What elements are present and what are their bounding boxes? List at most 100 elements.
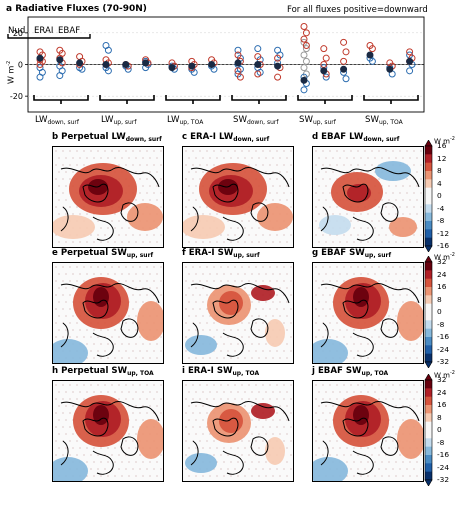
scatter-point-blue [234,46,242,54]
y-tick-label: 0 [18,61,23,70]
category-label: LWup, TOA [167,115,204,126]
scatter-point-blue [104,67,112,75]
scatter-point-mean [56,56,64,64]
map-title-g: g EBAF SWup, surf [312,248,392,259]
map-title-i: i ERA-I SWup, TOA [182,366,260,377]
scatter-point-mean [142,59,150,67]
category-label: SWup, surf [299,115,336,126]
colorbar-tick-label: 12 [437,153,447,163]
scatter-point-gray [300,64,308,72]
legend-label: ERAI [34,26,53,36]
scatter-point-mean [76,59,84,67]
scatter-point-red [254,53,262,61]
map-panel-b [52,146,164,248]
scatter-point-blue [406,67,414,75]
group-bracket [99,95,155,104]
colorbar-tick-label: 32 [437,375,447,384]
map-panel-f [182,262,294,364]
colorbar-tick-label: 4 [437,178,442,188]
category-label: LWup, surf [101,115,137,126]
scatter-point-red [340,38,348,46]
scatter-point-mean [254,61,262,68]
scatter-point-red [234,51,242,59]
panel-a-title: a Radiative Fluxes (70-90N) [6,4,147,14]
colorbar-tick-label: -24 [437,344,450,354]
scatter-point-red [322,54,330,62]
scatter-point-red [234,67,242,75]
colorbar-tick-label: -12 [437,228,450,238]
scatter-point-mean [36,54,44,62]
scatter-point-blue [104,46,112,54]
scatter-point-red [342,48,350,56]
scatter-point-mean [300,76,308,84]
map-title-c: c ERA-I LWdown, surf [182,132,270,143]
colorbar-tick-label: 24 [437,387,447,397]
map-panel-c [182,146,294,248]
scatter-point-red [320,45,328,53]
category-label: LWdown, surf [35,115,80,126]
map-title-j: j EBAF SWup, TOA [312,366,389,377]
group-bracket [363,95,419,104]
map-panel-d [312,146,424,248]
scatter-point-blue [254,45,262,53]
scatter-point-gray [300,51,308,59]
colorbar-tick-label: 16 [437,400,447,409]
scatter-point-red [302,42,310,49]
colorbar-tick-label: 24 [437,269,447,279]
scatter-point-mean [102,61,110,68]
scatter-point-red [274,54,282,62]
map-title-d: d EBAF LWdown, surf [312,132,400,143]
scatter-point-red [274,73,282,81]
colorbar-tick-label: -16 [437,450,450,459]
colorbar-tick-label: -16 [437,241,450,250]
scatter-point-blue [342,75,350,83]
scatter-point-blue [300,86,308,94]
scatter-point-gray [302,45,310,53]
scatter-point-red [300,23,308,30]
panel-a-note: For all fluxes positive=downward [287,5,428,15]
scatter-point-red [254,70,262,78]
legend-label: EBAF [58,26,80,36]
colorbar-tick-label: 8 [437,294,442,304]
group-bracket [297,95,353,104]
map-panel-g [312,262,424,364]
scatter-point-mean [188,62,196,70]
map-title-f: f ERA-I SWup, surf [182,248,260,259]
colorbar-unit: W m-2 [434,252,455,262]
scatter-point-mean [208,61,216,68]
colorbar-tick-label: 16 [437,141,447,150]
scatter-point-mean [122,61,130,68]
group-bracket [33,95,89,104]
scatter-point-blue [322,73,330,81]
colorbar-tick-label: -4 [437,203,445,213]
group-bracket [165,95,221,104]
colorbar-tick-label: 8 [437,412,442,422]
colorbar-tick-label: 0 [437,425,442,434]
scatter-point-gray [302,57,310,65]
scatter-point-red [300,35,308,43]
map-title-e: e Perpetual SWup, surf [52,248,154,259]
colorbar-tick-label: -32 [437,357,450,366]
colorbar [424,256,433,368]
colorbar-tick-label: 0 [437,307,442,316]
colorbar-tick-label: -24 [437,462,450,472]
scatter-point-mean [406,57,414,65]
scatter-point-red [340,57,348,65]
y-tick-label: 20 [13,29,23,38]
scatter-point-mean [320,67,328,75]
category-label: SWup, TOA [365,115,403,126]
scatter-point-blue [36,73,44,81]
colorbar-tick-label: -8 [437,319,445,329]
map-panel-i [182,380,294,482]
scatter-point-red [302,29,310,37]
colorbar-tick-label: 8 [437,166,442,175]
colorbar-tick-label: -8 [437,437,445,447]
colorbar-tick-label: 16 [437,282,447,291]
category-label: SWdown, surf [233,115,279,126]
scatter-point-blue [56,72,64,80]
scatter-point-mean [386,65,394,73]
scatter-point-mean [234,59,242,67]
legend-bracket [7,34,91,39]
map-title-h: h Perpetual SWup, TOA [52,366,154,377]
scatter-point-mean [340,65,348,73]
